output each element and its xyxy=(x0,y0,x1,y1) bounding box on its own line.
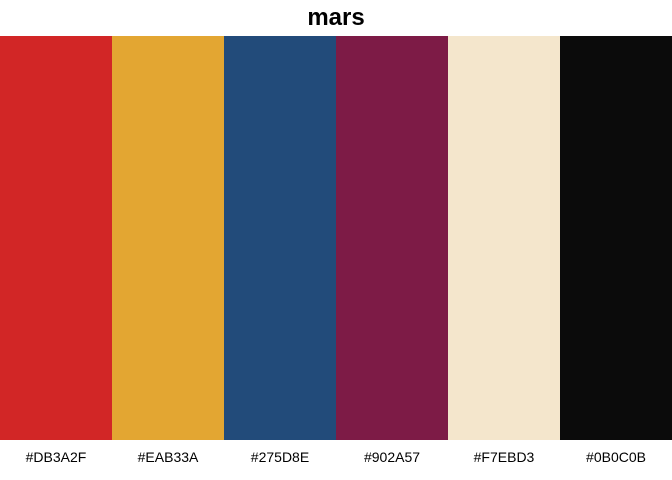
swatch-4 xyxy=(336,36,448,440)
swatch-5 xyxy=(448,36,560,440)
swatch-2 xyxy=(112,36,224,440)
swatch-6 xyxy=(560,36,672,440)
swatch-1 xyxy=(0,36,112,440)
palette-title: mars xyxy=(307,4,365,31)
swatch-label-2: #EAB33A xyxy=(137,449,199,465)
swatch-label-3: #275D8E xyxy=(250,449,310,465)
swatch-label-4: #902A57 xyxy=(363,449,421,465)
swatch-label-6: #0B0C0B xyxy=(586,449,646,465)
swatch-labels: #DB3A2F #EAB33A #275D8E #902A57 #F7EBD3 … xyxy=(0,448,672,466)
swatch-strip xyxy=(0,36,672,440)
swatch-label-5: #F7EBD3 xyxy=(473,449,535,465)
swatch-label-1: #DB3A2F xyxy=(25,449,87,465)
swatch-3 xyxy=(224,36,336,440)
